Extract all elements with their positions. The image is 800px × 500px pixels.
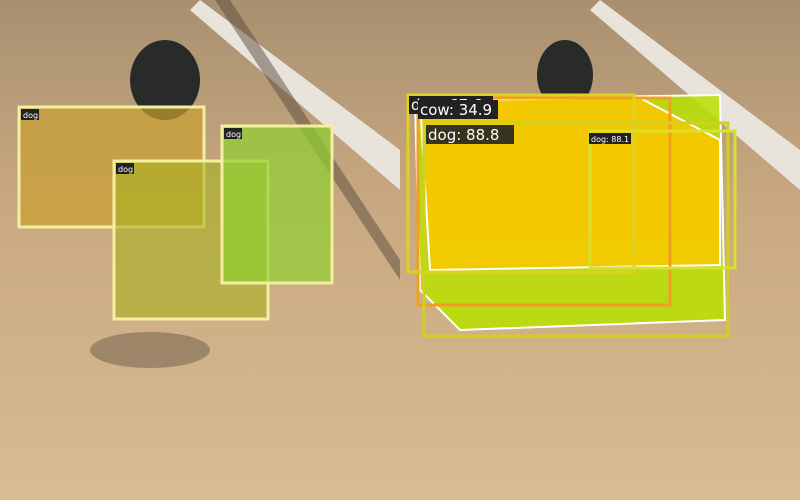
dog-shape — [130, 40, 200, 120]
rail — [190, 0, 400, 190]
left-image: dog dog dog — [0, 0, 400, 500]
dog-shape — [537, 40, 593, 110]
label-bg — [589, 133, 631, 144]
label-bg — [116, 163, 134, 174]
detection-box — [220, 124, 334, 285]
detection-box — [588, 129, 737, 270]
shadow — [90, 332, 210, 368]
detection-box — [422, 121, 730, 338]
detection-label: dog: 88.8 — [428, 126, 499, 144]
right-image: dog: 67.6 cow: 34.9 dog: 88.8 dog: 88.1 — [400, 0, 800, 500]
label-bg — [224, 128, 242, 139]
detection-label: dog — [118, 165, 133, 174]
label-bg — [21, 109, 39, 120]
detection-label: cow: 34.9 — [420, 101, 492, 119]
label-bg — [418, 100, 498, 119]
label-bg — [426, 125, 514, 144]
detection-label: dog — [23, 111, 38, 120]
detection-box — [416, 96, 672, 307]
detection-label: dog — [226, 130, 241, 139]
detection-box — [406, 93, 636, 274]
detection-label: dog: 88.1 — [591, 135, 629, 144]
